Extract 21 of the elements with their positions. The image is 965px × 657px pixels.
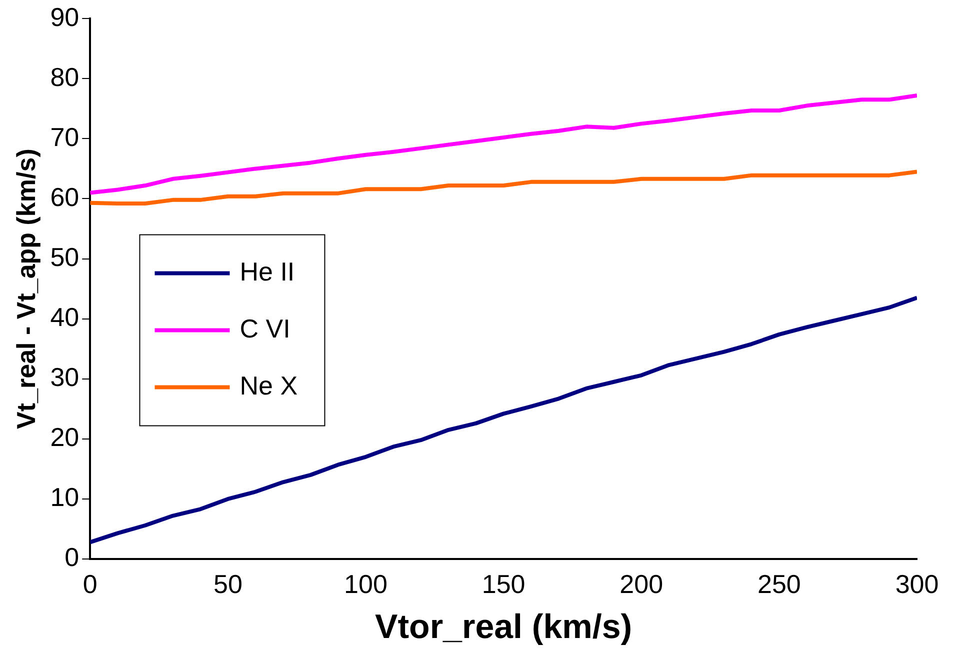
legend-label: He II: [240, 256, 295, 286]
y-tick-label: 10: [50, 482, 80, 512]
x-axis-title: Vtor_real (km/s): [375, 608, 632, 646]
y-tick-label: 30: [50, 362, 80, 392]
legend-label: Ne X: [240, 370, 298, 400]
y-tick-label: 50: [50, 242, 80, 272]
y-tick-label: 0: [64, 542, 80, 572]
x-tick-label: 50: [213, 568, 242, 599]
x-tick-label: 300: [895, 568, 939, 599]
x-tick-label: 150: [482, 568, 526, 599]
y-tick-label: 70: [50, 122, 80, 152]
y-tick-label: 20: [50, 422, 80, 452]
y-tick-label: 40: [50, 302, 80, 332]
legend-label: C VI: [240, 313, 290, 344]
x-tick-label: 100: [344, 568, 388, 599]
y-tick-label: 80: [50, 62, 80, 92]
y-axis-title: Vt_real - Vt_app (km/s): [10, 148, 41, 429]
x-tick-label: 250: [757, 568, 801, 599]
x-tick-label: 200: [620, 568, 664, 599]
y-tick-label: 90: [50, 2, 80, 32]
y-tick-label: 60: [50, 182, 80, 212]
